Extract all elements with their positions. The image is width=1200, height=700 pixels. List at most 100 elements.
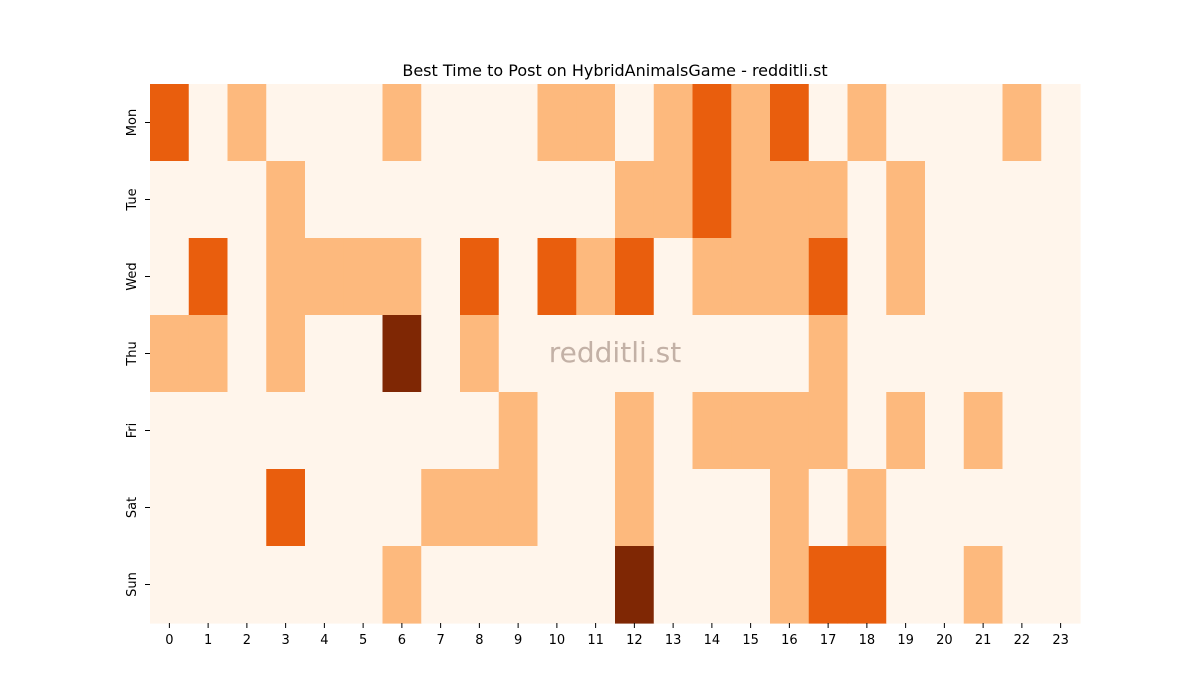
heatmap-cell-wed-20 [925, 238, 965, 316]
heatmap-cell-tue-23 [1041, 161, 1081, 239]
x-tick-label: 2 [243, 633, 251, 648]
heatmap-cell-tue-14 [692, 161, 732, 239]
heatmap-cell-mon-10 [537, 84, 577, 162]
heatmap-cell-wed-18 [847, 238, 887, 316]
heatmap-cell-tue-5 [343, 161, 384, 239]
heatmap-cell-mon-16 [770, 84, 810, 162]
heatmap-cell-sun-5 [343, 546, 384, 624]
heatmap-cell-fri-1 [188, 392, 229, 470]
x-tick-label: 21 [975, 633, 992, 648]
heatmap-cell-sun-3 [266, 546, 306, 624]
heatmap-cell-wed-9 [498, 238, 539, 316]
heatmap-cell-sun-14 [692, 546, 732, 624]
heatmap-cell-fri-22 [1002, 392, 1042, 470]
heatmap-cell-sun-4 [305, 546, 345, 624]
heatmap-cell-fri-11 [576, 392, 616, 470]
heatmap-cell-thu-17 [808, 315, 849, 393]
heatmap-cell-thu-0 [150, 315, 190, 393]
heatmap-cell-wed-7 [421, 238, 461, 316]
heatmap-cell-thu-22 [1002, 315, 1042, 393]
heatmap-cell-sun-22 [1002, 546, 1042, 624]
heatmap-cell-thu-8 [460, 315, 500, 393]
heatmap-cell-sat-6 [382, 469, 422, 547]
heatmap-cell-fri-23 [1041, 392, 1081, 470]
heatmap-cell-wed-23 [1041, 238, 1081, 316]
heatmap-cell-mon-17 [808, 84, 849, 162]
heatmap-cell-sat-10 [537, 469, 577, 547]
heatmap-cell-sun-23 [1041, 546, 1081, 624]
heatmap-cell-mon-5 [343, 84, 384, 162]
heatmap-cell-sun-9 [498, 546, 539, 624]
heatmap-cell-mon-3 [266, 84, 306, 162]
heatmap-cell-sat-12 [615, 469, 655, 547]
heatmap-cell-mon-9 [498, 84, 539, 162]
heatmap-cell-tue-16 [770, 161, 810, 239]
heatmap-cell-thu-18 [847, 315, 887, 393]
heatmap-cell-sun-2 [227, 546, 267, 624]
heatmap-cell-tue-3 [266, 161, 306, 239]
y-axis: Mon Tue Wed Thu Fri Sat Sun [125, 109, 150, 597]
heatmap-cell-mon-18 [847, 84, 887, 162]
y-tick-label: Sat [125, 497, 140, 518]
x-tick-label: 22 [1014, 633, 1031, 648]
heatmap-cell-sat-22 [1002, 469, 1042, 547]
heatmap-cell-tue-1 [188, 161, 229, 239]
heatmap-cell-thu-1 [188, 315, 229, 393]
heatmap-cell-sat-11 [576, 469, 616, 547]
heatmap-cell-fri-19 [886, 392, 926, 470]
heatmap-cell-sun-21 [963, 546, 1004, 624]
heatmap-cell-wed-3 [266, 238, 306, 316]
x-tick-label: 13 [665, 633, 682, 648]
heatmap-cell-fri-20 [925, 392, 965, 470]
heatmap-cell-thu-12 [615, 315, 655, 393]
heatmap-cell-sat-7 [421, 469, 461, 547]
heatmap-cell-mon-20 [925, 84, 965, 162]
heatmap-cell-thu-4 [305, 315, 345, 393]
heatmap-cell-sun-0 [150, 546, 190, 624]
heatmap-cells [150, 84, 1081, 624]
heatmap-cell-sun-18 [847, 546, 887, 624]
heatmap-cell-sat-14 [692, 469, 732, 547]
heatmap-cell-fri-15 [731, 392, 771, 470]
heatmap-cell-sun-8 [460, 546, 500, 624]
x-tick-label: 5 [359, 633, 367, 648]
heatmap-cell-sun-20 [925, 546, 965, 624]
heatmap-cell-thu-23 [1041, 315, 1081, 393]
heatmap-cell-thu-20 [925, 315, 965, 393]
x-tick-label: 23 [1052, 633, 1069, 648]
heatmap-cell-wed-0 [150, 238, 190, 316]
x-tick-label: 16 [781, 633, 798, 648]
heatmap-cell-fri-9 [498, 392, 539, 470]
heatmap-cell-wed-21 [963, 238, 1004, 316]
heatmap-cell-tue-2 [227, 161, 267, 239]
heatmap-cell-thu-16 [770, 315, 810, 393]
heatmap-cell-fri-6 [382, 392, 422, 470]
heatmap-cell-sat-17 [808, 469, 849, 547]
heatmap-cell-mon-4 [305, 84, 345, 162]
heatmap-cell-tue-12 [615, 161, 655, 239]
heatmap-cell-fri-10 [537, 392, 577, 470]
heatmap-cell-sun-12 [615, 546, 655, 624]
heatmap-cell-mon-8 [460, 84, 500, 162]
heatmap-cell-sat-4 [305, 469, 345, 547]
heatmap-cell-tue-4 [305, 161, 345, 239]
y-tick-label: Sun [125, 572, 140, 597]
heatmap-cell-sat-21 [963, 469, 1004, 547]
heatmap-cell-mon-6 [382, 84, 422, 162]
heatmap-cell-sat-2 [227, 469, 267, 547]
heatmap-cell-fri-21 [963, 392, 1004, 470]
y-tick-label: Wed [125, 262, 140, 290]
heatmap-cell-thu-19 [886, 315, 926, 393]
heatmap-cell-sat-8 [460, 469, 500, 547]
y-tick-label: Thu [125, 341, 140, 366]
heatmap-cell-wed-13 [653, 238, 694, 316]
heatmap-cell-sat-3 [266, 469, 306, 547]
heatmap-cell-thu-15 [731, 315, 771, 393]
heatmap-cell-thu-3 [266, 315, 306, 393]
heatmap-cell-sun-13 [653, 546, 694, 624]
heatmap-cell-sun-11 [576, 546, 616, 624]
heatmap-cell-sun-16 [770, 546, 810, 624]
heatmap-cell-wed-14 [692, 238, 732, 316]
heatmap-cell-thu-9 [498, 315, 539, 393]
